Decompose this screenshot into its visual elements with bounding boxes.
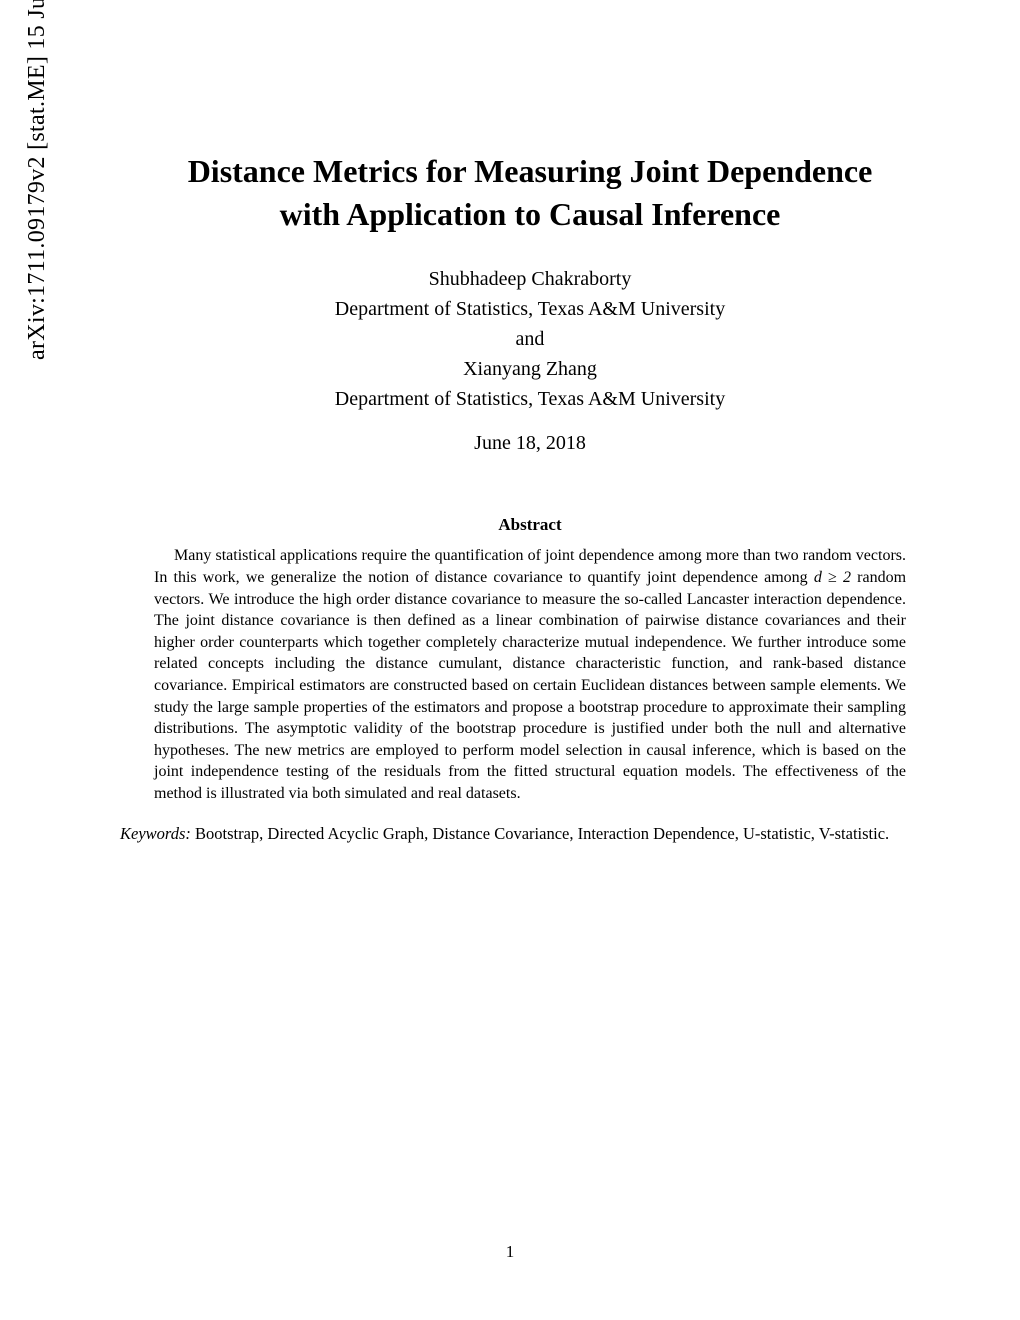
author-name-2: Xianyang Zhang [463,358,597,380]
authors-block: Shubhadeep Chakraborty Department of Sta… [120,264,940,414]
arxiv-identifier: arXiv:1711.09179v2 [stat.ME] 15 Jun 2018 [24,0,51,360]
abstract-body: Many statistical applications require th… [154,545,906,804]
author-affiliation-1: Department of Statistics, Texas A&M Univ… [335,298,725,320]
paper-date: June 18, 2018 [120,432,940,455]
keywords-block: Keywords: Bootstrap, Directed Acyclic Gr… [120,823,940,845]
abstract-heading: Abstract [120,515,940,535]
abstract-math: d ≥ 2 [814,569,851,586]
title-line-1: Distance Metrics for Measuring Joint Dep… [188,153,873,189]
page-number: 1 [0,1242,1020,1262]
abstract-text-pre: Many statistical applications require th… [154,547,906,586]
title-line-2: with Application to Causal Inference [280,196,781,232]
author-name-1: Shubhadeep Chakraborty [429,268,632,290]
keywords-label: Keywords: [120,824,191,843]
paper-title: Distance Metrics for Measuring Joint Dep… [120,150,940,236]
author-affiliation-2: Department of Statistics, Texas A&M Univ… [335,388,725,410]
author-and: and [516,328,545,350]
keywords-text: Bootstrap, Directed Acyclic Graph, Dista… [191,824,889,843]
page-content: Distance Metrics for Measuring Joint Dep… [120,150,940,845]
abstract-text-post: random vectors. We introduce the high or… [154,569,906,802]
